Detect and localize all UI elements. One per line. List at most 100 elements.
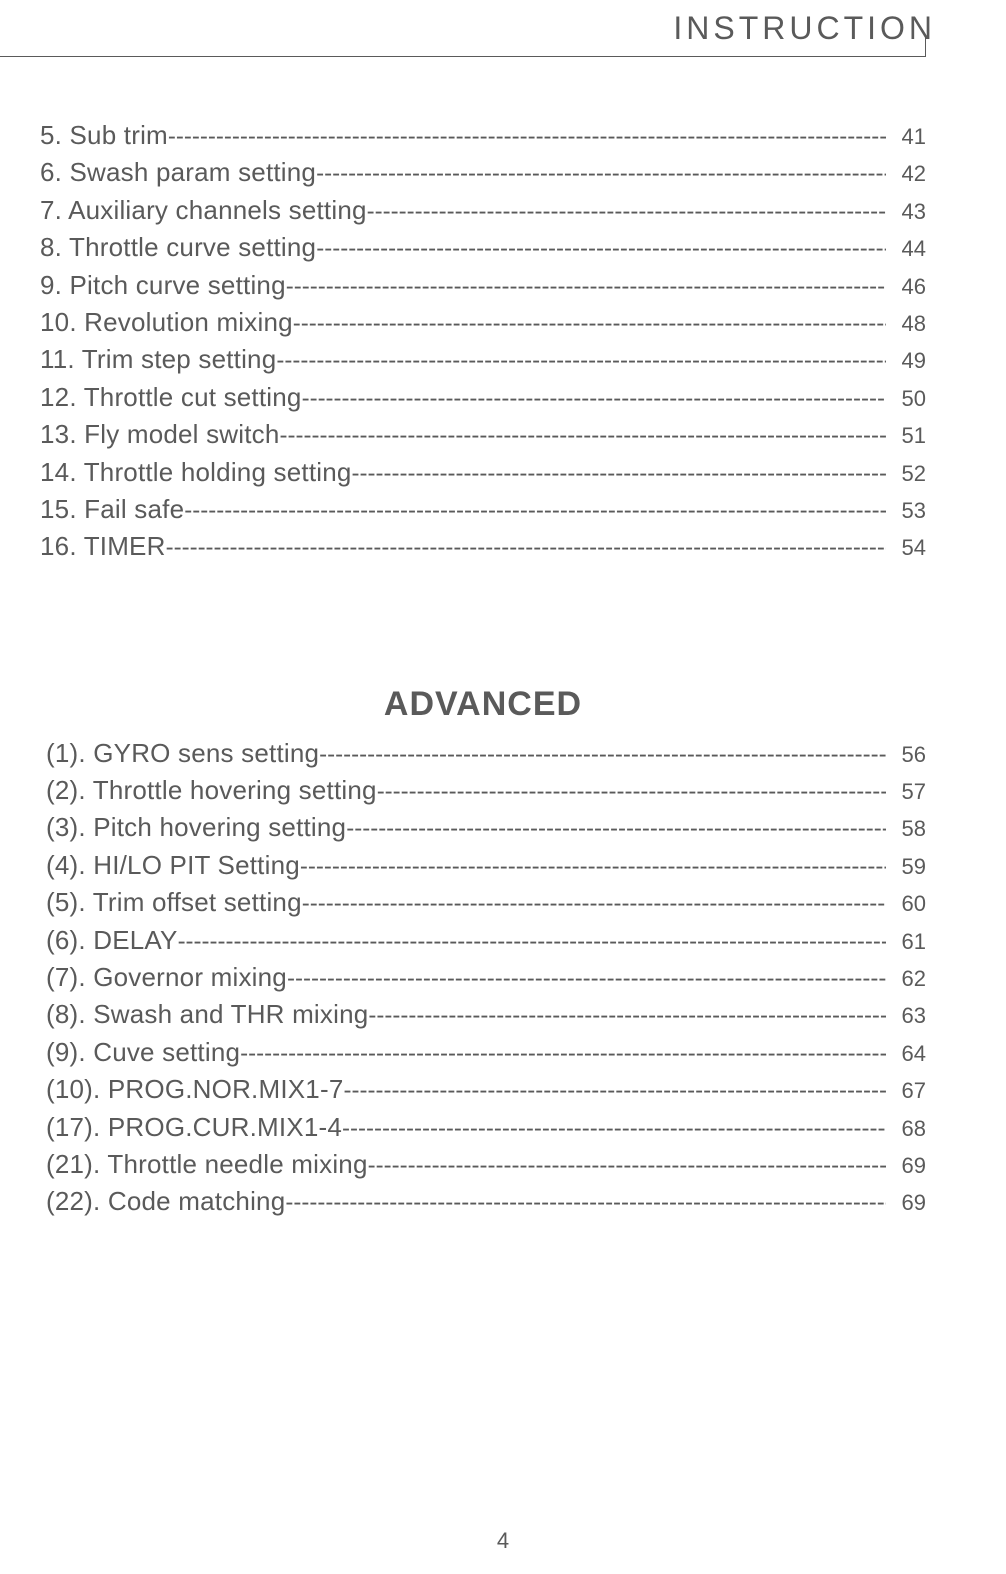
toc-leader: ----------------------------------------… bbox=[316, 233, 886, 265]
toc-page: 50 bbox=[886, 384, 926, 414]
toc-text: 9. Pitch curve setting bbox=[40, 268, 286, 303]
toc-row: (2). Throttle hovering setting----------… bbox=[46, 773, 926, 808]
toc-leader: ----------------------------------------… bbox=[293, 308, 886, 340]
toc-row: (8). Swash and THR mixing---------------… bbox=[46, 997, 926, 1032]
toc-page: 42 bbox=[886, 159, 926, 189]
toc-page: 46 bbox=[886, 272, 926, 302]
toc-text: (7). Governor mixing bbox=[46, 960, 287, 995]
toc-text: 11. Trim step setting bbox=[40, 342, 276, 377]
page-number: 4 bbox=[0, 1528, 1006, 1554]
toc-text: (8). Swash and THR mixing bbox=[46, 997, 368, 1032]
toc-row: (3). Pitch hovering setting-------------… bbox=[46, 810, 926, 845]
toc-page: 63 bbox=[886, 1001, 926, 1031]
toc-page: 41 bbox=[886, 122, 926, 152]
toc-text: (9). Cuve setting bbox=[46, 1035, 240, 1070]
toc-leader: ----------------------------------------… bbox=[184, 495, 886, 527]
toc-leader: ----------------------------------------… bbox=[240, 1038, 886, 1070]
toc-row: (21). Throttle needle mixing------------… bbox=[46, 1147, 926, 1182]
toc-page: 61 bbox=[886, 927, 926, 957]
toc-row: 12. Throttle cut setting----------------… bbox=[40, 380, 926, 415]
toc-page: 51 bbox=[886, 421, 926, 451]
toc-row: 8. Throttle curve setting---------------… bbox=[40, 230, 926, 265]
toc-row: 14. Throttle holding setting------------… bbox=[40, 455, 926, 490]
toc-text: (4). HI/LO PIT Setting bbox=[46, 848, 300, 883]
toc-leader: ----------------------------------------… bbox=[280, 420, 886, 452]
toc-page: 69 bbox=[886, 1151, 926, 1181]
content: 5. Sub trim-----------------------------… bbox=[30, 30, 976, 1220]
toc-text: 5. Sub trim bbox=[40, 118, 168, 153]
toc-leader: ----------------------------------------… bbox=[346, 813, 886, 845]
toc-leader: ----------------------------------------… bbox=[352, 458, 886, 490]
toc-page: 56 bbox=[886, 740, 926, 770]
main-toc: 5. Sub trim-----------------------------… bbox=[40, 118, 926, 565]
toc-text: 7. Auxiliary channels setting bbox=[40, 193, 367, 228]
toc-page: 53 bbox=[886, 496, 926, 526]
toc-leader: ----------------------------------------… bbox=[302, 383, 886, 415]
toc-row: (6). DELAY------------------------------… bbox=[46, 923, 926, 958]
toc-row: 16. TIMER-------------------------------… bbox=[40, 529, 926, 564]
toc-text: 10. Revolution mixing bbox=[40, 305, 293, 340]
top-rule bbox=[0, 56, 926, 57]
toc-text: (21). Throttle needle mixing bbox=[46, 1147, 368, 1182]
toc-row: (10). PROG.NOR.MIX1-7-------------------… bbox=[46, 1072, 926, 1107]
toc-text: 8. Throttle curve setting bbox=[40, 230, 316, 265]
top-rule-tick-right bbox=[925, 37, 926, 56]
toc-page: 64 bbox=[886, 1039, 926, 1069]
toc-text: 14. Throttle holding setting bbox=[40, 455, 352, 490]
toc-leader: ----------------------------------------… bbox=[178, 926, 886, 958]
toc-text: (10). PROG.NOR.MIX1-7 bbox=[46, 1072, 343, 1107]
toc-page: 54 bbox=[886, 533, 926, 563]
toc-row: (22). Code matching---------------------… bbox=[46, 1184, 926, 1219]
toc-row: 15. Fail safe---------------------------… bbox=[40, 492, 926, 527]
header-text: INSTRUCTION bbox=[673, 10, 936, 47]
toc-page: 48 bbox=[886, 309, 926, 339]
toc-row: (17). PROG.CUR.MIX1-4-------------------… bbox=[46, 1110, 926, 1145]
toc-text: (17). PROG.CUR.MIX1-4 bbox=[46, 1110, 342, 1145]
toc-row: 7. Auxiliary channels setting-----------… bbox=[40, 193, 926, 228]
toc-page: 44 bbox=[886, 234, 926, 264]
toc-page: 49 bbox=[886, 346, 926, 376]
toc-text: (1). GYRO sens setting bbox=[46, 736, 319, 771]
toc-leader: ----------------------------------------… bbox=[286, 271, 886, 303]
toc-page: 52 bbox=[886, 459, 926, 489]
toc-leader: ----------------------------------------… bbox=[377, 776, 886, 808]
toc-leader: ----------------------------------------… bbox=[343, 1075, 886, 1107]
toc-row: (4). HI/LO PIT Setting------------------… bbox=[46, 848, 926, 883]
toc-row: 9. Pitch curve setting------------------… bbox=[40, 268, 926, 303]
toc-leader: ----------------------------------------… bbox=[368, 1000, 886, 1032]
toc-row: 10. Revolution mixing-------------------… bbox=[40, 305, 926, 340]
toc-leader: ----------------------------------------… bbox=[302, 888, 886, 920]
toc-text: 6. Swash param setting bbox=[40, 155, 316, 190]
toc-leader: ----------------------------------------… bbox=[168, 121, 886, 153]
toc-page: 68 bbox=[886, 1114, 926, 1144]
advanced-title: ADVANCED bbox=[40, 685, 926, 724]
toc-page: 59 bbox=[886, 852, 926, 882]
toc-text: (3). Pitch hovering setting bbox=[46, 810, 346, 845]
toc-page: 62 bbox=[886, 964, 926, 994]
toc-leader: ----------------------------------------… bbox=[367, 196, 886, 228]
toc-page: 43 bbox=[886, 197, 926, 227]
toc-leader: ----------------------------------------… bbox=[342, 1113, 886, 1145]
toc-text: 12. Throttle cut setting bbox=[40, 380, 302, 415]
toc-page: 58 bbox=[886, 814, 926, 844]
toc-row: (9). Cuve setting-----------------------… bbox=[46, 1035, 926, 1070]
toc-page: 69 bbox=[886, 1188, 926, 1218]
toc-leader: ----------------------------------------… bbox=[285, 1187, 886, 1219]
toc-row: (1). GYRO sens setting------------------… bbox=[46, 736, 926, 771]
toc-leader: ----------------------------------------… bbox=[319, 739, 886, 771]
toc-leader: ----------------------------------------… bbox=[316, 158, 886, 190]
toc-row: (7). Governor mixing--------------------… bbox=[46, 960, 926, 995]
toc-text: 13. Fly model switch bbox=[40, 417, 280, 452]
toc-text: (5). Trim offset setting bbox=[46, 885, 302, 920]
toc-leader: ----------------------------------------… bbox=[276, 345, 886, 377]
toc-text: 15. Fail safe bbox=[40, 492, 184, 527]
toc-row: (5). Trim offset setting----------------… bbox=[46, 885, 926, 920]
toc-leader: ----------------------------------------… bbox=[368, 1150, 886, 1182]
toc-row: 13. Fly model switch--------------------… bbox=[40, 417, 926, 452]
page: INSTRUCTION 5. Sub trim-----------------… bbox=[0, 0, 1006, 1574]
toc-page: 67 bbox=[886, 1076, 926, 1106]
toc-text: 16. TIMER bbox=[40, 529, 166, 564]
toc-leader: ----------------------------------------… bbox=[287, 963, 886, 995]
toc-row: 6. Swash param setting------------------… bbox=[40, 155, 926, 190]
toc-leader: ----------------------------------------… bbox=[300, 851, 886, 883]
